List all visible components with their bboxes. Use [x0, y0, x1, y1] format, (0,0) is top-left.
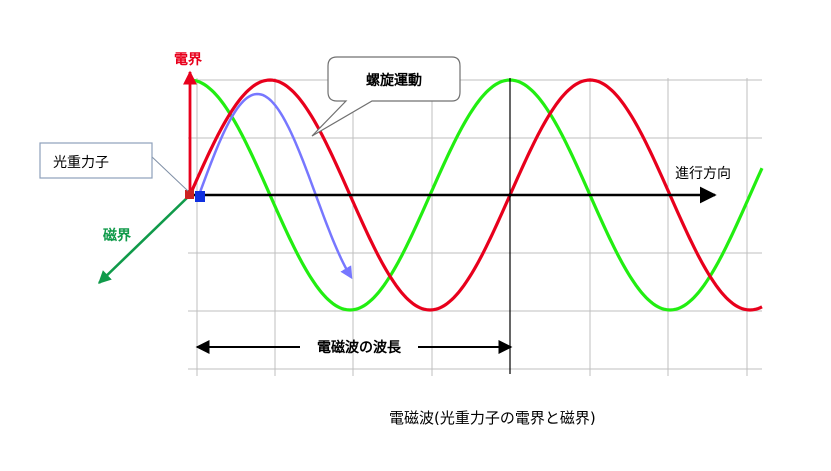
spiral-callout-bubble [311, 56, 461, 137]
spiral-motion-arrow [197, 92, 353, 280]
spiral-motion-label: 螺旋運動 [366, 72, 422, 89]
photon-square-back [185, 190, 194, 199]
electric-field-wave [188, 78, 763, 312]
caption: 電磁波(光重力子の電界と磁界) [389, 409, 596, 427]
magnetic-field-axis [98, 194, 191, 284]
grid-lines [188, 78, 762, 376]
photon-label-box [39, 142, 153, 179]
wavelength-label: 電磁波の波長 [317, 339, 402, 356]
photon-label: 光重力子 [53, 155, 109, 171]
photon-square [195, 191, 205, 202]
electric-field-label: 電界 [174, 51, 203, 68]
photon-pointer [149, 154, 189, 192]
direction-label: 進行方向 [675, 166, 731, 182]
magnetic-field-wave [189, 78, 764, 312]
magnetic-field-label: 磁界 [103, 227, 132, 244]
